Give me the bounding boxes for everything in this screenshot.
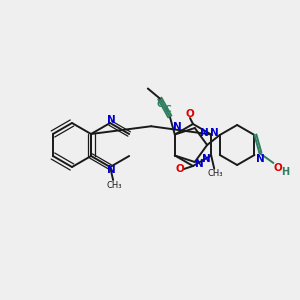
- Text: N: N: [200, 128, 208, 137]
- Text: CH₃: CH₃: [106, 181, 122, 190]
- Text: N: N: [107, 165, 116, 175]
- Text: N: N: [256, 154, 265, 164]
- Text: CH₃: CH₃: [207, 169, 223, 178]
- Text: O: O: [273, 163, 282, 173]
- Text: C: C: [157, 100, 163, 109]
- Text: N: N: [173, 122, 182, 133]
- Text: O: O: [176, 164, 184, 174]
- Text: O: O: [186, 109, 194, 119]
- Text: H: H: [281, 167, 290, 177]
- Text: C: C: [164, 105, 171, 114]
- Text: N: N: [195, 159, 204, 169]
- Text: N: N: [210, 128, 219, 138]
- Text: N: N: [202, 154, 211, 164]
- Text: N: N: [107, 115, 116, 125]
